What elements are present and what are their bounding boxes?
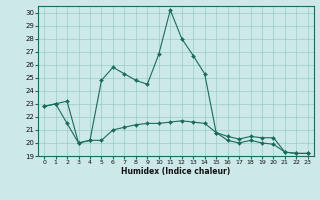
X-axis label: Humidex (Indice chaleur): Humidex (Indice chaleur)	[121, 167, 231, 176]
